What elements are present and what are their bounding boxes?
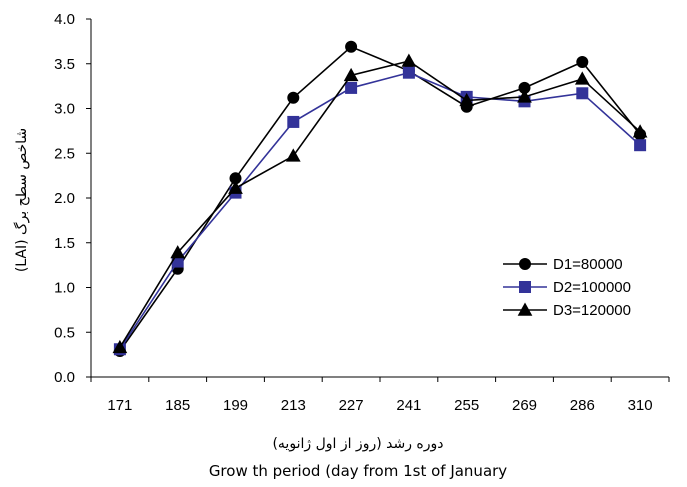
y-axis-ticks: 0.0 0.5 1.0 1.5 2.0 2.5 3.0 3.5 4.0 [54,11,91,386]
x-tick-label: 269 [512,397,537,414]
data-point [402,66,415,79]
data-point [228,180,243,194]
x-tick-label: 241 [396,397,421,414]
y-tick-label: 4.0 [54,11,75,28]
x-axis-title-fa: دوره رشد (روز از اول ژانویه) [272,436,443,452]
x-tick-label: 171 [107,397,132,414]
x-tick-label: 286 [570,397,595,414]
legend: D1=80000 D2=100000 D3=120000 [503,256,631,319]
y-tick-label: 3.5 [54,56,75,73]
data-point [634,139,647,152]
x-tick-label: 185 [165,397,190,414]
y-tick-label: 2.0 [54,190,75,207]
x-tick-label: 255 [454,397,479,414]
legend-marker [517,302,533,316]
series-3 [112,53,648,354]
series-line [119,45,641,352]
legend-label: D2=100000 [553,279,631,296]
data-point [285,148,301,162]
legend-label: D3=120000 [553,302,631,319]
x-axis-title-en: Grow th period (day from 1st of January [209,462,507,480]
legend-marker [519,281,531,293]
data-point [517,89,532,103]
x-tick-label: 227 [339,397,364,414]
data-point [401,53,417,67]
series-layer [112,40,648,358]
data-point [287,91,300,104]
series-line [119,60,641,348]
x-tick-label: 199 [223,397,248,414]
data-point [574,71,590,85]
x-tick-label: 213 [281,397,306,414]
data-point [632,124,648,138]
data-point [576,87,589,100]
data-point [287,115,300,128]
x-axis-ticks: 171 185 199 213 227 241 255 269 286 310 [90,377,670,414]
y-tick-label: 1.0 [54,280,75,297]
data-point [170,245,186,259]
data-point [345,81,358,94]
data-point [576,55,589,68]
series-line [119,71,641,350]
legend-label: D1=80000 [553,256,623,273]
y-axis-title: شاخص سطح برگ (LAI) [12,128,30,272]
legend-item: D3=120000 [503,302,631,319]
legend-marker [519,258,531,270]
y-tick-label: 3.0 [54,101,75,118]
data-point [345,40,358,53]
y-tick-label: 1.5 [54,235,75,252]
data-point [343,67,359,82]
x-tick-label: 310 [628,397,653,414]
y-tick-label: 0.5 [54,324,75,341]
legend-item: D1=80000 [503,256,623,273]
data-point [112,339,128,354]
y-tick-label: 2.5 [54,145,75,162]
y-tick-label: 0.0 [54,369,75,386]
legend-item: D2=100000 [503,279,631,296]
data-point [459,92,475,107]
